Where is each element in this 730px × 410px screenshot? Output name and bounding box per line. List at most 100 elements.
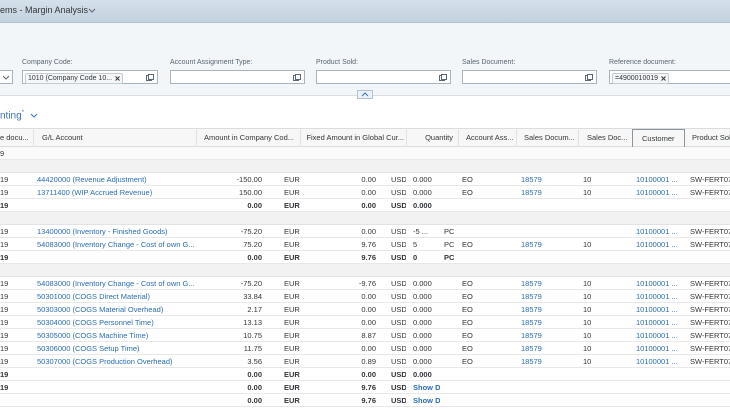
- table-link[interactable]: 50303000 (COGS Material Overhead): [37, 305, 164, 314]
- table-cell: 0: [413, 253, 418, 262]
- table-row[interactable]: [0, 329, 730, 342]
- variant-title[interactable]: nting*: [0, 110, 24, 121]
- table-cell: 19: [0, 175, 9, 184]
- table-row[interactable]: [0, 199, 730, 212]
- column-header[interactable]: Customer: [632, 129, 685, 148]
- table-link[interactable]: 18579: [521, 175, 542, 184]
- table-row[interactable]: [0, 316, 730, 329]
- table-cell: USD: [391, 331, 406, 340]
- table-link[interactable]: 10100001 ...: [636, 357, 678, 366]
- table-row[interactable]: [0, 277, 730, 290]
- table-link[interactable]: 18579: [521, 188, 542, 197]
- variant-name[interactable]: nting: [0, 110, 22, 122]
- table-cell: 0.000: [413, 344, 432, 353]
- table-row[interactable]: [0, 342, 730, 355]
- table-link[interactable]: 13400000 (Inventory - Finished Goods): [37, 227, 168, 236]
- table-link[interactable]: 18579: [521, 318, 542, 327]
- table-link[interactable]: 13711400 (WIP Accrued Revenue): [37, 188, 153, 197]
- table-link[interactable]: 54083000 (Inventory Change - Cost of own…: [37, 240, 195, 249]
- table-row[interactable]: [0, 355, 730, 368]
- table-cell: 0.00: [361, 370, 376, 379]
- collapse-button[interactable]: [357, 90, 373, 99]
- table-cell: EO: [462, 331, 473, 340]
- table-link[interactable]: 18579: [521, 305, 542, 314]
- table-link[interactable]: 18579: [521, 279, 542, 288]
- group-spacer: [0, 212, 730, 225]
- table-cell: 13.13: [243, 318, 262, 327]
- table-row[interactable]: [0, 368, 730, 381]
- table-cell: USD: [391, 292, 406, 301]
- column-header[interactable]: e docu...: [0, 128, 34, 147]
- table-link[interactable]: 10100001 ...: [636, 305, 678, 314]
- table-cell: 10: [583, 318, 592, 327]
- table-cell: USD: [391, 383, 406, 392]
- column-header[interactable]: G/L Account: [33, 128, 197, 147]
- table-cell: 10: [583, 305, 592, 314]
- table-row[interactable]: [0, 186, 730, 199]
- table-row[interactable]: [0, 394, 730, 407]
- table-cell: 9.76: [361, 240, 376, 249]
- table-link[interactable]: 18579: [521, 240, 542, 249]
- table-cell: 11.75: [243, 344, 262, 353]
- filter-input[interactable]: [170, 70, 305, 84]
- table-link[interactable]: 10100001 ...: [636, 240, 678, 249]
- column-header[interactable]: Sales Docum...: [516, 128, 579, 147]
- table-link[interactable]: Show Det...: [413, 383, 440, 392]
- table-row[interactable]: [0, 381, 730, 394]
- table-row[interactable]: [0, 290, 730, 303]
- table-link[interactable]: 10100001 ...: [636, 188, 678, 197]
- table-link[interactable]: 10100001 ...: [636, 318, 678, 327]
- table-cell: SW-FERT07 ...: [690, 240, 730, 249]
- table-cell: SW-FERT07 ...: [690, 318, 730, 327]
- table-cell: 0.000: [413, 370, 432, 379]
- column-header[interactable]: Sales Doc...: [578, 128, 633, 147]
- table-cell: 0.000: [413, 318, 432, 327]
- table-link[interactable]: 50301000 (COGS Direct Material): [37, 292, 150, 301]
- table-row[interactable]: [0, 238, 730, 251]
- table-row[interactable]: [0, 173, 730, 186]
- table-cell: 19: [0, 305, 9, 314]
- table-row[interactable]: [0, 251, 730, 264]
- title-chevron[interactable]: [88, 8, 96, 14]
- table-link[interactable]: 54083000 (Inventory Change - Cost of own…: [37, 279, 195, 288]
- app-title[interactable]: ems - Margin Analysis: [0, 5, 89, 15]
- table-link[interactable]: 10100001 ...: [636, 279, 678, 288]
- column-header[interactable]: Amount in Company Cod...: [196, 128, 301, 147]
- table-cell: 0.00: [361, 188, 376, 197]
- filter-input[interactable]: [0, 70, 13, 84]
- column-header[interactable]: Product Sol...: [683, 128, 730, 147]
- filter-input[interactable]: 1010 (Company Code 10...: [22, 70, 158, 84]
- table-cell: 0.000: [413, 175, 432, 184]
- table-link[interactable]: 50306000 (COGS Setup Time): [37, 344, 140, 353]
- table-link[interactable]: 50305000 (COGS Machine Time): [37, 331, 149, 340]
- column-header[interactable]: Quantity: [406, 128, 459, 147]
- table-link[interactable]: Show Det...: [413, 396, 440, 405]
- table-link[interactable]: 50307000 (COGS Production Overhead): [37, 357, 173, 366]
- table-cell: EUR: [284, 305, 300, 314]
- table-link[interactable]: 44420000 (Revenue Adjustment): [37, 175, 147, 184]
- filter-input[interactable]: [462, 70, 597, 84]
- variant-chevron[interactable]: [30, 113, 38, 119]
- table-cell: 19: [0, 331, 9, 340]
- table-link[interactable]: 18579: [521, 292, 542, 301]
- table-cell: 3.56: [247, 357, 262, 366]
- table-cell: EO: [462, 240, 473, 249]
- filter-token[interactable]: 1010 (Company Code 10...: [25, 73, 124, 84]
- table-link[interactable]: 10100001 ...: [636, 292, 678, 301]
- table-link[interactable]: 50304000 (COGS Personnel Time): [37, 318, 154, 327]
- table-link[interactable]: 10100001 ...: [636, 227, 678, 236]
- filter-input[interactable]: =4900010019: [609, 70, 730, 84]
- table-link[interactable]: 18579: [521, 357, 542, 366]
- table-link[interactable]: 10100001 ...: [636, 344, 678, 353]
- table-link[interactable]: 10100001 ...: [636, 331, 678, 340]
- filter-input[interactable]: [316, 70, 451, 84]
- filter-token[interactable]: =4900010019: [612, 73, 670, 84]
- group-spacer: [0, 264, 730, 277]
- table-row[interactable]: [0, 303, 730, 316]
- table-link[interactable]: 10100001 ...: [636, 175, 678, 184]
- table-link[interactable]: 18579: [521, 344, 542, 353]
- column-header[interactable]: Fixed Amount in Global Cur...: [300, 128, 407, 147]
- column-header[interactable]: Account Ass...: [458, 128, 517, 147]
- table-link[interactable]: 18579: [521, 331, 542, 340]
- table-row[interactable]: [0, 225, 730, 238]
